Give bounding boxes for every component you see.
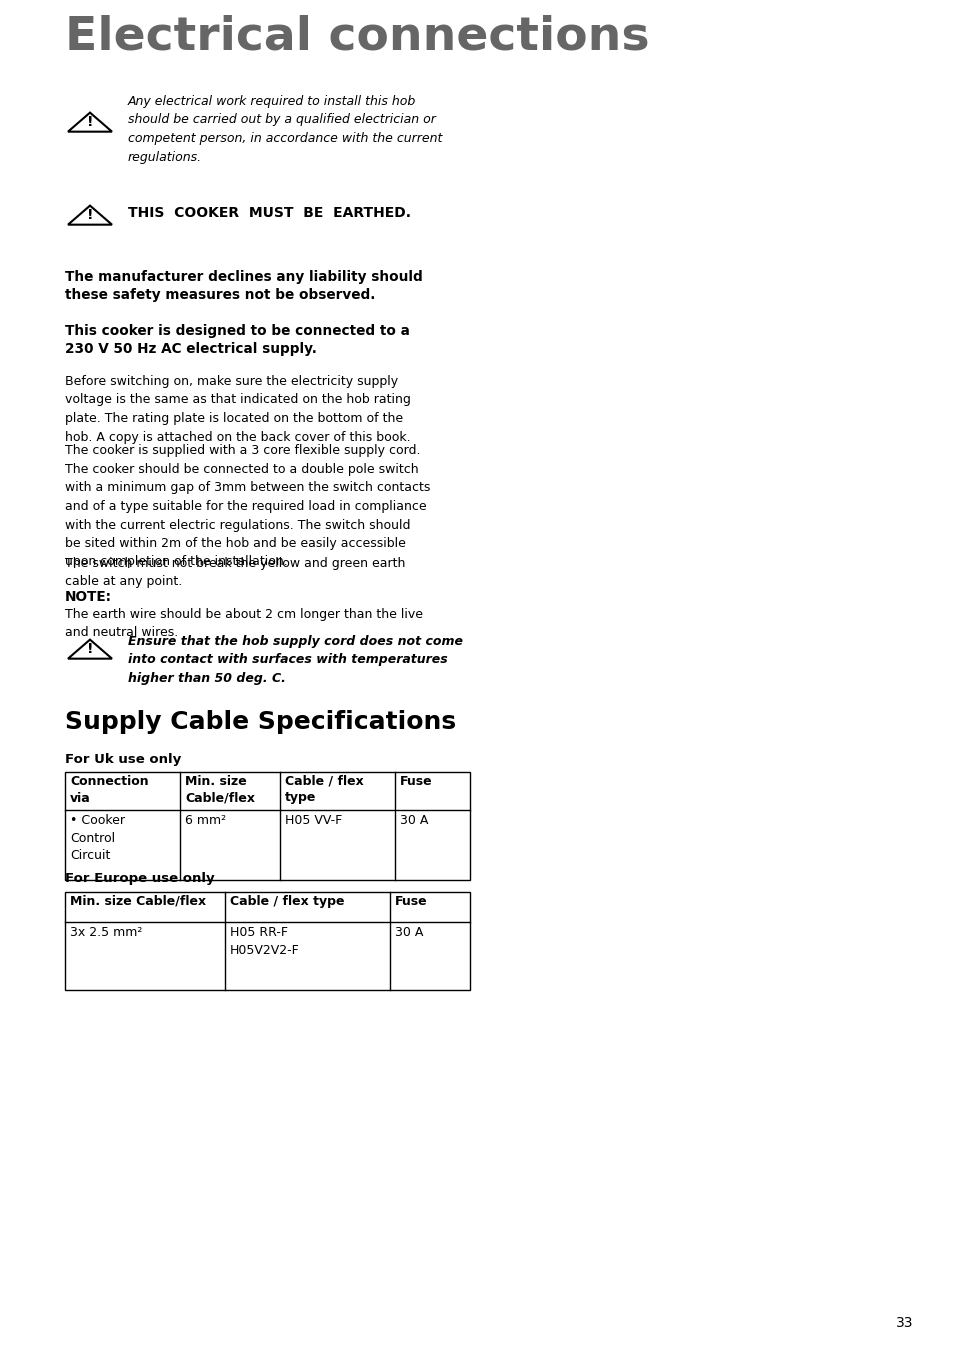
Text: Cable / flex type: Cable / flex type <box>230 894 344 908</box>
Text: H05 VV-F: H05 VV-F <box>285 815 342 827</box>
Text: For Uk use only: For Uk use only <box>65 753 181 766</box>
Text: Fuse: Fuse <box>399 775 432 788</box>
Text: Min. size Cable/flex: Min. size Cable/flex <box>70 894 206 908</box>
Text: 230 V 50 Hz AC electrical supply.: 230 V 50 Hz AC electrical supply. <box>65 342 316 357</box>
Text: these safety measures not be observed.: these safety measures not be observed. <box>65 288 375 303</box>
Text: Before switching on, make sure the electricity supply
voltage is the same as tha: Before switching on, make sure the elect… <box>65 376 411 443</box>
Text: NOTE:: NOTE: <box>65 590 112 604</box>
Text: This cooker is designed to be connected to a: This cooker is designed to be connected … <box>65 324 410 338</box>
Text: Fuse: Fuse <box>395 894 427 908</box>
Text: Electrical connections: Electrical connections <box>65 15 649 59</box>
Text: • Cooker
Control
Circuit: • Cooker Control Circuit <box>70 815 125 862</box>
Text: H05 RR-F
H05V2V2-F: H05 RR-F H05V2V2-F <box>230 925 299 957</box>
Text: 30 A: 30 A <box>395 925 423 939</box>
Text: The switch must not break the yellow and green earth
cable at any point.: The switch must not break the yellow and… <box>65 557 405 589</box>
Text: !: ! <box>87 642 93 655</box>
Text: Cable / flex
type: Cable / flex type <box>285 775 363 804</box>
Text: Connection
via: Connection via <box>70 775 149 804</box>
Text: 33: 33 <box>895 1316 913 1329</box>
Text: 6 mm²: 6 mm² <box>185 815 226 827</box>
Text: 3x 2.5 mm²: 3x 2.5 mm² <box>70 925 142 939</box>
Text: Ensure that the hob supply cord does not come
into contact with surfaces with te: Ensure that the hob supply cord does not… <box>128 635 462 685</box>
Text: The cooker is supplied with a 3 core flexible supply cord.: The cooker is supplied with a 3 core fle… <box>65 444 420 457</box>
Text: THIS  COOKER  MUST  BE  EARTHED.: THIS COOKER MUST BE EARTHED. <box>128 205 411 220</box>
Text: Supply Cable Specifications: Supply Cable Specifications <box>65 711 456 734</box>
Text: 30 A: 30 A <box>399 815 428 827</box>
Text: The earth wire should be about 2 cm longer than the live
and neutral wires.: The earth wire should be about 2 cm long… <box>65 608 422 639</box>
Text: For Europe use only: For Europe use only <box>65 871 214 885</box>
Text: Min. size
Cable/flex: Min. size Cable/flex <box>185 775 254 804</box>
Text: !: ! <box>87 115 93 128</box>
Bar <box>65 892 470 990</box>
Text: The manufacturer declines any liability should: The manufacturer declines any liability … <box>65 270 422 284</box>
Text: Any electrical work required to install this hob
should be carried out by a qual: Any electrical work required to install … <box>128 95 442 163</box>
Text: The cooker should be connected to a double pole switch
with a minimum gap of 3mm: The cooker should be connected to a doub… <box>65 463 430 569</box>
Text: !: ! <box>87 208 93 222</box>
Bar <box>65 771 470 880</box>
